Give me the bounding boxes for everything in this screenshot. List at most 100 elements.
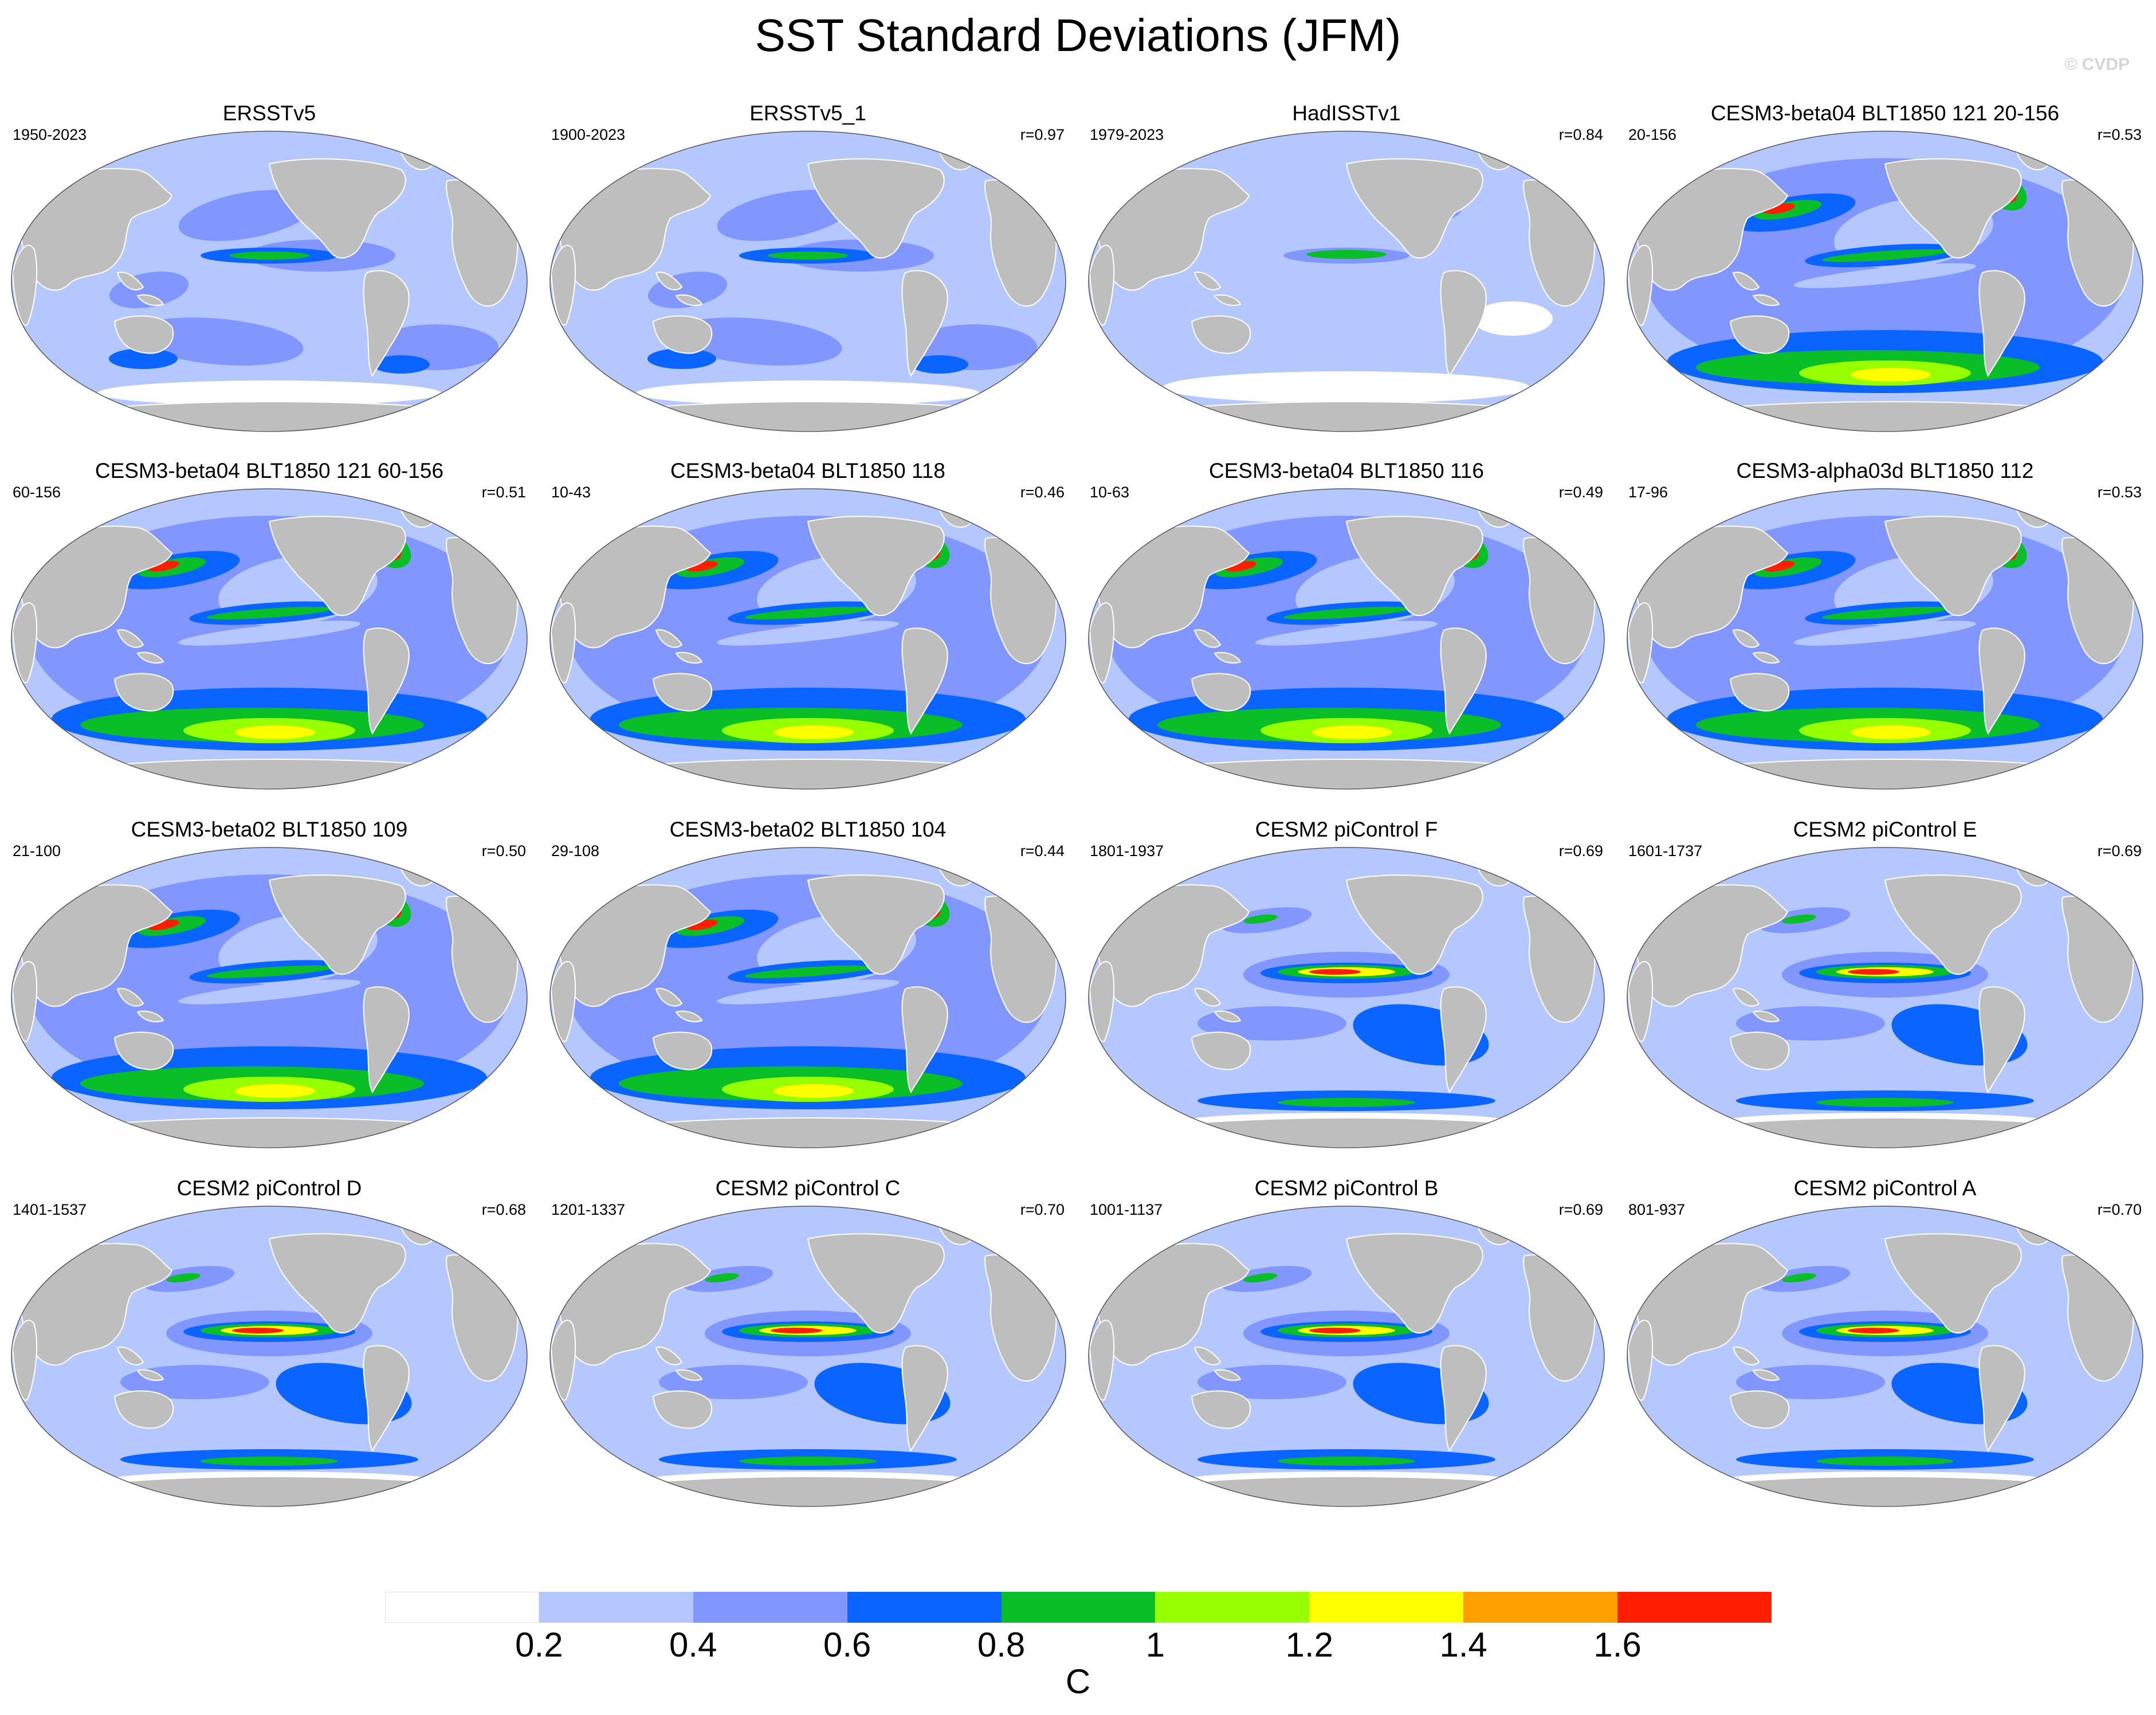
panel-correlation: r=0.51 bbox=[481, 484, 526, 501]
panel-years: 17-96 bbox=[1628, 484, 1668, 501]
land-masses bbox=[1089, 866, 1596, 1148]
colorbar-box bbox=[1309, 1592, 1464, 1623]
panel-correlation: r=0.69 bbox=[1558, 842, 1603, 860]
world-map-svg bbox=[1627, 131, 2143, 432]
colorbar-unit: C bbox=[1065, 1662, 1091, 1701]
colorbar-box bbox=[539, 1592, 693, 1623]
colorbar-box bbox=[847, 1592, 1002, 1623]
colorbar-box bbox=[1617, 1592, 1772, 1623]
panel-years: 10-63 bbox=[1090, 484, 1130, 501]
panel-correlation: r=0.70 bbox=[1020, 1201, 1065, 1218]
panel-title: ERSSTv5_1 bbox=[749, 101, 866, 125]
world-map-svg bbox=[549, 131, 1066, 432]
panel-correlation: r=0.97 bbox=[1020, 126, 1065, 143]
panel-title: CESM3-beta02 BLT1850 104 bbox=[669, 818, 947, 841]
panel-title: CESM2 piControl D bbox=[176, 1176, 362, 1200]
panel-years: 1001-1137 bbox=[1090, 1201, 1163, 1218]
colorbar-box bbox=[1001, 1592, 1156, 1623]
panel-years: 60-156 bbox=[13, 484, 61, 501]
map-panel: CESM3-beta04 BLT1850 116 10-63 r=0.49 bbox=[1077, 458, 1616, 796]
map-panel: CESM3-alpha03d BLT1850 112 17-96 r=0.53 bbox=[1616, 458, 2154, 796]
world-map-svg bbox=[1627, 488, 2143, 790]
map-panel: ERSSTv5_1 1900-2023 r=0.97 bbox=[539, 101, 1077, 439]
panel-years: 10-43 bbox=[551, 484, 591, 501]
colorbar-tick-label: 1.6 bbox=[1593, 1626, 1641, 1664]
panel-title: CESM2 piControl E bbox=[1793, 818, 1977, 841]
panel-correlation: r=0.44 bbox=[1020, 842, 1065, 860]
panel-title: CESM2 piControl F bbox=[1255, 818, 1438, 841]
map-panel: CESM2 piControl C 1201-1337 r=0.70 bbox=[539, 1176, 1077, 1514]
panel-correlation: r=0.69 bbox=[2097, 842, 2142, 860]
panel-correlation: r=0.53 bbox=[2097, 484, 2142, 501]
colorbar-tick-label: 0.8 bbox=[977, 1626, 1026, 1664]
world-map-svg bbox=[1088, 1206, 1605, 1507]
world-map-svg bbox=[11, 1206, 528, 1507]
colorbar-tick-label: 0.6 bbox=[823, 1626, 871, 1664]
panel-years: 1900-2023 bbox=[551, 126, 626, 143]
panel-title: CESM3-beta02 BLT1850 109 bbox=[131, 818, 408, 841]
colorbar-box bbox=[1463, 1592, 1618, 1623]
panel-title: CESM2 piControl B bbox=[1254, 1176, 1439, 1200]
world-map-svg bbox=[11, 488, 528, 790]
panel-title: CESM2 piControl C bbox=[715, 1176, 901, 1200]
panel-title: CESM3-beta04 BLT1850 118 bbox=[670, 459, 945, 482]
land-masses bbox=[550, 866, 1057, 1148]
world-map-svg bbox=[1627, 1206, 2143, 1507]
colorbar-tick-label: 0.4 bbox=[669, 1626, 717, 1664]
panel-years: 1401-1537 bbox=[13, 1201, 87, 1218]
map-panel: ERSSTv5 1950-2023 bbox=[0, 101, 539, 439]
world-map-svg bbox=[1088, 847, 1605, 1148]
map-panel: HadISSTv1 1979-2023 r=0.84 bbox=[1077, 101, 1616, 439]
world-map-svg bbox=[1088, 131, 1605, 432]
panel-correlation: r=0.69 bbox=[1558, 1201, 1603, 1218]
panel-years: 29-108 bbox=[551, 842, 600, 860]
panel-years: 21-100 bbox=[13, 842, 61, 860]
panel-correlation: r=0.53 bbox=[2097, 126, 2142, 143]
land-masses bbox=[1089, 150, 1596, 431]
panel-title: CESM3-beta04 BLT1850 121 20-156 bbox=[1710, 101, 2060, 125]
panel-years: 1201-1337 bbox=[551, 1201, 626, 1218]
world-map-svg bbox=[1088, 488, 1605, 790]
map-panel: CESM2 piControl D 1401-1537 r=0.68 bbox=[0, 1176, 539, 1514]
world-map-svg bbox=[11, 131, 528, 432]
map-panel: CESM3-beta04 BLT1850 121 60-156 60-156 r… bbox=[0, 458, 539, 796]
panel-years: 20-156 bbox=[1628, 126, 1677, 143]
panel-years: 1801-1937 bbox=[1090, 842, 1164, 860]
panel-correlation: r=0.84 bbox=[1558, 126, 1603, 143]
panel-correlation: r=0.50 bbox=[481, 842, 526, 860]
colorbar-box bbox=[693, 1592, 847, 1623]
map-panel: CESM2 piControl E 1601-1737 r=0.69 bbox=[1616, 817, 2154, 1155]
world-map-svg bbox=[549, 847, 1066, 1148]
map-panel: CESM3-beta04 BLT1850 118 10-43 r=0.46 bbox=[539, 458, 1077, 796]
colorbar bbox=[385, 1592, 1772, 1623]
colorbar-box bbox=[1155, 1592, 1310, 1623]
panel-title: CESM3-beta04 BLT1850 116 bbox=[1209, 459, 1484, 482]
colorbar-box bbox=[385, 1592, 539, 1623]
cvdp-watermark: © CVDP bbox=[2064, 55, 2130, 74]
map-panel: CESM2 piControl A 801-937 r=0.70 bbox=[1616, 1176, 2154, 1514]
world-map-svg bbox=[1627, 847, 2143, 1148]
panel-title: HadISSTv1 bbox=[1292, 101, 1401, 125]
map-panel: CESM2 piControl F 1801-1937 r=0.69 bbox=[1077, 817, 1616, 1155]
land-masses bbox=[11, 508, 519, 789]
world-map-svg bbox=[549, 488, 1066, 790]
map-panel: CESM2 piControl B 1001-1137 r=0.69 bbox=[1077, 1176, 1616, 1514]
panel-years: 801-937 bbox=[1628, 1201, 1686, 1218]
figure-title: SST Standard Deviations (JFM) bbox=[755, 10, 1401, 61]
colorbar-tick-label: 1.4 bbox=[1439, 1626, 1487, 1664]
panel-title: CESM2 piControl A bbox=[1793, 1176, 1977, 1200]
panel-years: 1979-2023 bbox=[1090, 126, 1164, 143]
panel-correlation: r=0.49 bbox=[1558, 484, 1603, 501]
panel-correlation: r=0.46 bbox=[1020, 484, 1065, 501]
panel-title: CESM3-beta04 BLT1850 121 60-156 bbox=[95, 459, 444, 482]
colorbar-tick-label: 0.2 bbox=[515, 1626, 563, 1664]
panel-title: CESM3-alpha03d BLT1850 112 bbox=[1736, 459, 2034, 482]
colorbar-tick-label: 1.2 bbox=[1285, 1626, 1334, 1664]
colorbar-tick-label: 1 bbox=[1145, 1626, 1165, 1664]
panel-correlation: r=0.70 bbox=[2097, 1201, 2142, 1218]
panel-title: ERSSTv5 bbox=[222, 101, 316, 125]
map-panel: CESM3-beta02 BLT1850 104 29-108 r=0.44 bbox=[539, 817, 1077, 1155]
map-panel: CESM3-beta02 BLT1850 109 21-100 r=0.50 bbox=[0, 817, 539, 1155]
world-map-svg bbox=[11, 847, 528, 1148]
panel-years: 1950-2023 bbox=[13, 126, 87, 143]
